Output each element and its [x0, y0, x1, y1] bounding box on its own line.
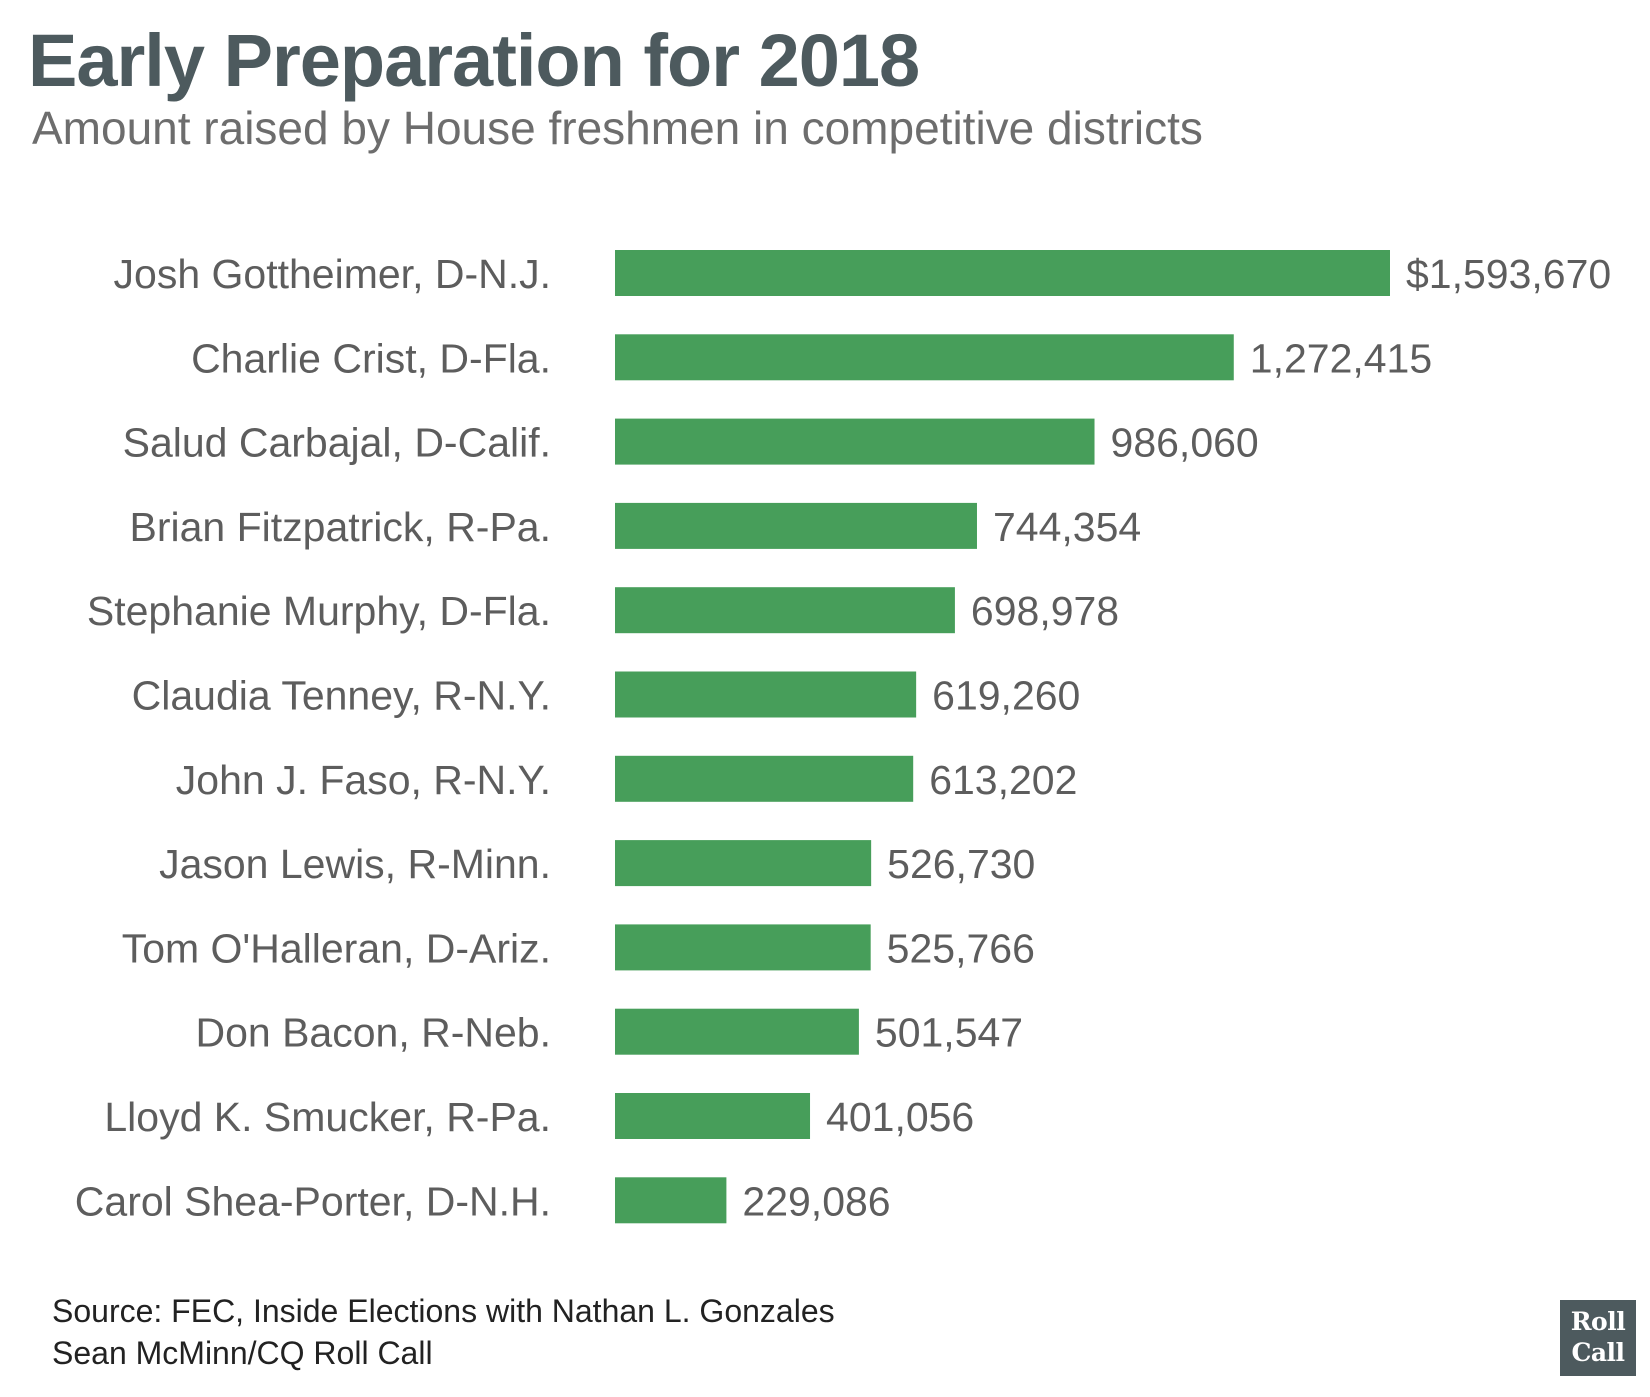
chart-footer: Source: FEC, Inside Elections with Natha…	[52, 1290, 835, 1374]
chart-subtitle: Amount raised by House freshmen in compe…	[32, 102, 1203, 154]
category-label: Carol Shea-Porter, D-N.H.	[75, 1178, 551, 1224]
logo-line-1: Roll	[1570, 1307, 1626, 1336]
category-label: Claudia Tenney, R-N.Y.	[132, 673, 551, 719]
category-label: Josh Gottheimer, D-N.J.	[114, 251, 551, 297]
category-label: Don Bacon, R-Neb.	[195, 1010, 551, 1056]
value-label: 229,086	[742, 1178, 890, 1224]
bar	[615, 502, 977, 549]
value-label: 525,766	[887, 925, 1035, 971]
category-label: Brian Fitzpatrick, R-Pa.	[130, 504, 552, 550]
value-label: 698,978	[971, 588, 1119, 634]
logo-line-2: Call	[1571, 1338, 1625, 1367]
category-label: Salud Carbajal, D-Calif.	[123, 420, 551, 466]
bar	[615, 418, 1095, 465]
roll-call-logo: Roll Call	[1560, 1300, 1636, 1376]
category-label: John J. Faso, R-N.Y.	[176, 757, 551, 803]
value-label: 526,730	[887, 841, 1035, 887]
bar	[615, 755, 914, 802]
source-note: Source: FEC, Inside Elections with Natha…	[52, 1293, 835, 1329]
category-label: Lloyd K. Smucker, R-Pa.	[104, 1094, 551, 1140]
value-label: 613,202	[929, 757, 1077, 803]
bar	[615, 334, 1234, 381]
bar	[615, 587, 955, 634]
category-label: Stephanie Murphy, D-Fla.	[87, 588, 551, 634]
value-label: 619,260	[932, 673, 1080, 719]
credit-note: Sean McMinn/CQ Roll Call	[52, 1335, 433, 1371]
bar	[615, 1177, 727, 1224]
value-label: 1,272,415	[1250, 335, 1432, 381]
category-label: Jason Lewis, R-Minn.	[159, 841, 551, 887]
bar	[615, 1008, 859, 1055]
chart-title: Early Preparation for 2018	[28, 19, 920, 102]
bar	[615, 671, 917, 718]
bar	[615, 924, 871, 971]
value-label: 744,354	[993, 504, 1141, 550]
category-label: Charlie Crist, D-Fla.	[191, 335, 551, 381]
bar	[615, 250, 1390, 296]
value-label: 501,547	[875, 1010, 1023, 1056]
value-label: 986,060	[1111, 420, 1259, 466]
bar	[615, 1093, 811, 1139]
value-label: 401,056	[826, 1094, 974, 1140]
bar	[615, 840, 872, 887]
bar-chart: Josh Gottheimer, D-N.J. $1,593,670 Charlie…	[75, 250, 1611, 1224]
value-label: $1,593,670	[1406, 251, 1611, 297]
category-label: Tom O'Halleran, D-Ariz.	[122, 925, 551, 971]
